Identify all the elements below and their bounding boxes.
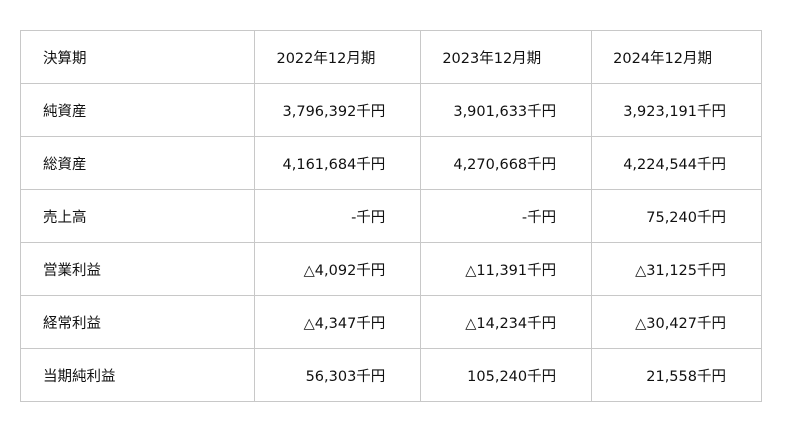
header-fy2022: 2022年12月期	[254, 30, 422, 84]
cell-value: 3,796,392千円	[254, 83, 422, 137]
row-label: 経常利益	[19, 295, 256, 349]
cell-value: 105,240千円	[420, 348, 593, 402]
table-row-revenue: 売上高 -千円 -千円 75,240千円	[19, 189, 762, 243]
header-fy2023: 2023年12月期	[420, 30, 593, 84]
row-label: 当期純利益	[19, 348, 256, 402]
cell-value: △4,092千円	[254, 242, 422, 296]
cell-value: 56,303千円	[254, 348, 422, 402]
cell-value: 3,901,633千円	[420, 83, 593, 137]
cell-value: -千円	[420, 189, 593, 243]
cell-value: 21,558千円	[591, 348, 762, 402]
table-row-net-income: 当期純利益 56,303千円 105,240千円 21,558千円	[19, 348, 762, 402]
cell-value: △31,125千円	[591, 242, 762, 296]
cell-value: -千円	[254, 189, 422, 243]
row-label: 営業利益	[19, 242, 256, 296]
header-label: 決算期	[19, 30, 256, 84]
cell-value: △30,427千円	[591, 295, 762, 349]
cell-value: 4,161,684千円	[254, 136, 422, 190]
cell-value: △14,234千円	[420, 295, 593, 349]
table-row-total-assets: 総資産 4,161,684千円 4,270,668千円 4,224,544千円	[19, 136, 762, 190]
cell-value: 4,224,544千円	[591, 136, 762, 190]
header-fy2024: 2024年12月期	[591, 30, 762, 84]
row-label: 純資産	[19, 83, 256, 137]
cell-value: 3,923,191千円	[591, 83, 762, 137]
cell-value: 75,240千円	[591, 189, 762, 243]
table-row-ordinary-income: 経常利益 △4,347千円 △14,234千円 △30,427千円	[19, 295, 762, 349]
row-label: 総資産	[19, 136, 256, 190]
table-row-net-assets: 純資産 3,796,392千円 3,901,633千円 3,923,191千円	[19, 83, 762, 137]
cell-value: △11,391千円	[420, 242, 593, 296]
financial-summary-table: 決算期 2022年12月期 2023年12月期 2024年12月期 純資産 3,…	[19, 30, 762, 402]
table-row-operating-income: 営業利益 △4,092千円 △11,391千円 △31,125千円	[19, 242, 762, 296]
row-label: 売上高	[19, 189, 256, 243]
table-header-row: 決算期 2022年12月期 2023年12月期 2024年12月期	[19, 30, 762, 84]
cell-value: △4,347千円	[254, 295, 422, 349]
cell-value: 4,270,668千円	[420, 136, 593, 190]
